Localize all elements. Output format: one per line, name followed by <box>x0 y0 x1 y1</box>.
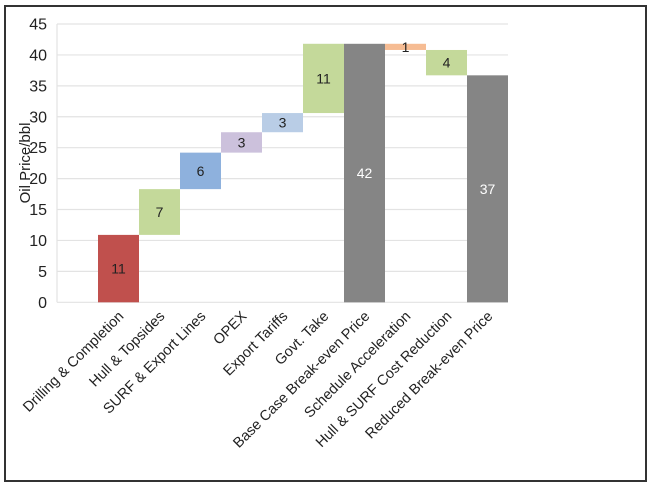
y-tick-label: 15 <box>29 202 47 219</box>
y-tick-label: 35 <box>29 78 47 95</box>
bar <box>344 43 385 303</box>
data-label: 3 <box>279 115 287 131</box>
bar <box>98 234 139 303</box>
data-label: 7 <box>156 204 164 220</box>
bar <box>221 132 262 153</box>
y-axis-label: Oil Price/bbl <box>17 123 34 204</box>
y-tick-label: 0 <box>38 295 47 312</box>
y-tick-label: 30 <box>29 109 47 126</box>
data-label: 6 <box>197 163 205 179</box>
bar <box>139 189 180 235</box>
bar <box>385 43 426 50</box>
y-tick-label: 10 <box>29 233 47 250</box>
y-tick-label: 40 <box>29 47 47 64</box>
y-tick-label: 25 <box>29 140 47 157</box>
bar <box>467 75 508 303</box>
data-label: 1 <box>402 39 410 55</box>
x-tick-label: OPEX <box>211 308 251 348</box>
y-tick-label: 45 <box>29 17 47 34</box>
y-tick-label: 20 <box>29 171 47 188</box>
bar <box>262 113 303 133</box>
data-label: 11 <box>111 261 126 277</box>
bar <box>180 152 221 190</box>
bar <box>426 49 467 76</box>
data-label: 42 <box>357 165 373 181</box>
data-label: 3 <box>238 134 246 150</box>
data-label: 4 <box>443 55 451 71</box>
data-label: 11 <box>316 70 331 86</box>
bars: 11 7 6 3 3 11 42 1 4 37 <box>98 39 508 303</box>
y-tick-labels: 0 5 10 15 20 25 30 35 40 45 <box>29 17 47 312</box>
bar <box>303 43 344 114</box>
y-tick-label: 5 <box>38 264 47 281</box>
data-label: 37 <box>480 181 496 197</box>
